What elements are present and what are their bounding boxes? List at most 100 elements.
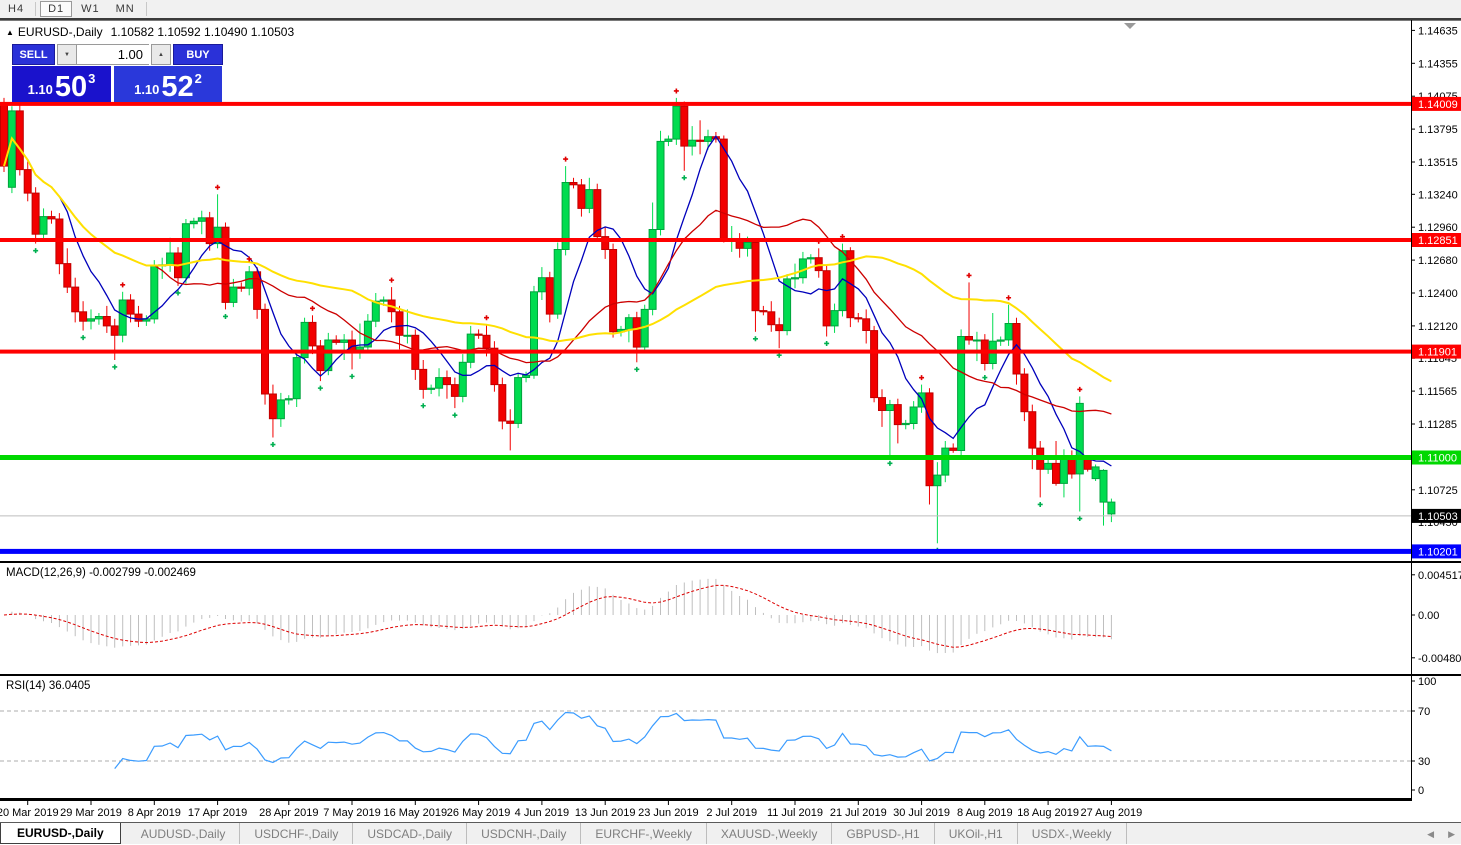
fractal-icon: [966, 272, 972, 278]
candle: [39, 216, 48, 235]
date-axis-label: 4 Jun 2019: [515, 807, 569, 819]
volume-increase-button[interactable]: ▲: [151, 44, 171, 65]
macd-axis-label: 0.004517: [1418, 570, 1461, 582]
candle: [822, 270, 831, 327]
buy-price-button[interactable]: 1.10 52 2: [114, 66, 222, 102]
window-separator[interactable]: [0, 674, 1461, 676]
timeframe-button-w1[interactable]: W1: [81, 3, 100, 15]
candle: [878, 397, 886, 412]
tab-usdcad-daily[interactable]: USDCAD-,Daily: [353, 823, 468, 844]
tab-gbpusd-h1[interactable]: GBPUSD-,H1: [832, 823, 935, 844]
price-axis-label: 1.12960: [1418, 222, 1458, 234]
candle: [751, 242, 760, 312]
candle: [110, 325, 119, 336]
fractal-icon: [349, 373, 355, 379]
macd-axis-label: -0.004806: [1418, 653, 1461, 665]
candle: [854, 317, 863, 320]
tab-eurchf-weekly[interactable]: EURCHF-,Weekly: [581, 823, 707, 844]
fractal-icon: [982, 375, 988, 381]
date-axis-label: 28 Apr 2019: [259, 807, 318, 819]
candle: [719, 138, 728, 241]
candle: [458, 361, 467, 397]
tab-usdx-weekly[interactable]: USDX-,Weekly: [1018, 823, 1127, 844]
date-axis-label: 26 May 2019: [447, 807, 511, 819]
price-badge-1.12851: [1412, 233, 1461, 247]
fractal-icon: [919, 375, 925, 381]
chart-canvas[interactable]: 1.146351.143551.140751.137951.135151.132…: [0, 20, 1461, 822]
fractal-icon: [1006, 295, 1012, 301]
candle: [395, 311, 404, 336]
candle: [759, 310, 768, 313]
title-collapse-icon[interactable]: ▲: [6, 28, 14, 37]
date-axis-label: 20 Mar 2019: [0, 807, 59, 819]
candle: [506, 420, 515, 424]
candle: [537, 277, 546, 293]
price-axis-label: 1.13240: [1418, 189, 1458, 201]
candle: [1004, 323, 1013, 341]
tab-audusd-daily[interactable]: AUDUSD-,Daily: [127, 823, 241, 844]
tab-usdcnh-daily[interactable]: USDCNH-,Daily: [467, 823, 582, 844]
symbol-tab-bar: EURUSD-,Daily AUDUSD-,Daily USDCHF-,Daily U…: [0, 822, 1461, 844]
candle: [957, 336, 966, 451]
candle: [197, 217, 206, 222]
fractal-icon: [33, 248, 39, 254]
tab-scroll-left-icon[interactable]: ◀: [1427, 828, 1435, 839]
candle: [743, 242, 752, 249]
date-axis-label: 2 Jul 2019: [706, 807, 757, 819]
candle: [47, 216, 56, 220]
timeframe-button-mn[interactable]: MN: [115, 3, 135, 15]
volume-decrease-button[interactable]: ▼: [57, 44, 77, 65]
timeframe-button-d1[interactable]: D1: [40, 1, 73, 17]
date-axis-label: 23 Jun 2019: [638, 807, 699, 819]
fractal-icon: [120, 282, 126, 288]
date-axis-label: 27 Aug 2019: [1081, 807, 1143, 819]
sell-price-button[interactable]: 1.10 50 3: [12, 66, 111, 102]
date-axis-label: 16 May 2019: [383, 807, 447, 819]
level-line-1.12851[interactable]: [0, 238, 1411, 242]
chart-background: [0, 20, 1461, 822]
candle: [94, 316, 103, 320]
level-line-1.11901[interactable]: [0, 349, 1411, 354]
fractal-icon: [634, 366, 640, 372]
price-badge-label: 1.11901: [1418, 347, 1457, 359]
candle: [1067, 458, 1076, 475]
level-line-1.11000[interactable]: [0, 455, 1411, 460]
sell-button[interactable]: SELL: [12, 44, 55, 65]
fractal-icon: [563, 156, 569, 162]
buy-button[interactable]: BUY: [173, 44, 223, 65]
candle: [419, 368, 428, 390]
candle: [181, 223, 190, 279]
candle: [965, 336, 973, 341]
tab-xauusd-weekly[interactable]: XAUUSD-,Weekly: [707, 823, 833, 844]
fractal-icon: [484, 315, 490, 321]
candle: [933, 474, 942, 487]
tab-scroll-right-icon[interactable]: ▶: [1448, 828, 1455, 839]
fractal-icon: [246, 256, 252, 262]
fractal-icon: [215, 184, 221, 190]
rsi-line: [114, 711, 1112, 769]
window-separator[interactable]: [0, 561, 1461, 563]
price-badge-label: 1.12851: [1418, 235, 1458, 247]
candle: [166, 252, 175, 266]
tab-ukoil-h1[interactable]: UKOil-,H1: [935, 823, 1018, 844]
fractal-icon: [175, 290, 181, 296]
volume-input[interactable]: [77, 44, 149, 65]
candle: [482, 334, 491, 349]
candle: [972, 339, 981, 342]
fractal-icon: [673, 88, 679, 94]
candle: [624, 317, 633, 330]
tab-eurusd-daily[interactable]: EURUSD-,Daily: [0, 823, 121, 844]
price-badge-label: 1.11000: [1418, 453, 1457, 465]
ma-slow-line: [3, 137, 1112, 415]
candle: [1099, 469, 1108, 503]
chart-shift-triangle-icon[interactable]: [1124, 23, 1136, 29]
fractal-icon: [222, 313, 228, 319]
date-axis-label: 21 Jul 2019: [830, 807, 887, 819]
price-badge-1.14009: [1412, 96, 1461, 111]
tab-usdchf-daily[interactable]: USDCHF-,Daily: [240, 823, 354, 844]
candle: [577, 184, 586, 209]
level-line-1.14009[interactable]: [0, 101, 1411, 106]
price-axis-label: 1.14355: [1418, 58, 1458, 70]
level-line-1.10201[interactable]: [0, 548, 1411, 554]
timeframe-button-h4[interactable]: H4: [8, 3, 25, 15]
